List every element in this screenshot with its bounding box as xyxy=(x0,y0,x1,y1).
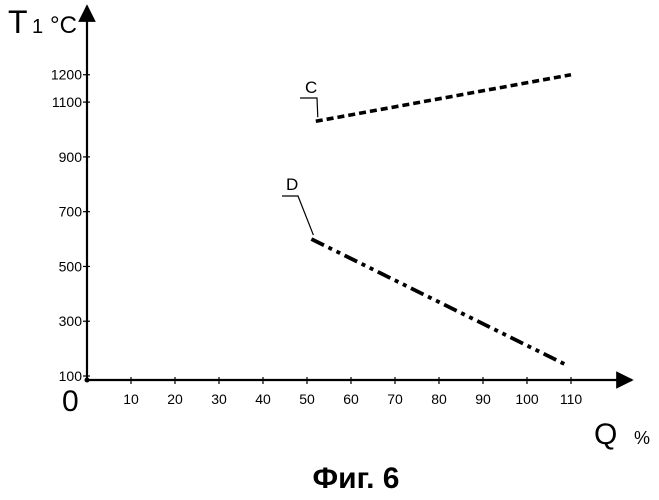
series-label-d: D xyxy=(286,175,298,194)
y-axis-unit: °C xyxy=(50,12,77,39)
x-tick-label: 10 xyxy=(123,391,139,407)
x-tick-label: 70 xyxy=(387,391,403,407)
origin-label: 0 xyxy=(62,385,79,418)
y-tick-label: 900 xyxy=(59,149,83,165)
series-label-leader-d xyxy=(282,196,313,235)
y-tick-label: 700 xyxy=(59,204,83,220)
y-tick-label: 100 xyxy=(59,368,83,384)
x-axis-unit: % xyxy=(634,428,650,448)
series-line-d xyxy=(311,239,566,365)
origin-point xyxy=(85,378,90,383)
x-tick-label: 50 xyxy=(299,391,315,407)
y-tick-label: 300 xyxy=(59,313,83,329)
x-tick-label: 110 xyxy=(560,391,583,407)
figure-caption: Фиг. 6 xyxy=(313,462,400,495)
x-axis-symbol: Q xyxy=(594,418,617,451)
x-tick-label: 40 xyxy=(255,391,271,407)
x-tick-label: 20 xyxy=(167,391,183,407)
series-group: CD xyxy=(282,75,571,365)
y-axis-subscript: 1 xyxy=(32,16,43,38)
series-line-c xyxy=(316,75,571,122)
y-axis-ticks: 100 300 500 700 900 1100 1200 xyxy=(51,67,90,384)
y-axis-symbol: T xyxy=(8,4,28,40)
series-label-c: C xyxy=(305,78,317,97)
y-tick-label: 1100 xyxy=(52,94,82,110)
y-tick-label: 1200 xyxy=(51,67,82,83)
x-axis-ticks: 10 20 30 40 50 60 70 80 90 100 110 xyxy=(123,377,582,407)
x-tick-label: 60 xyxy=(343,391,359,407)
y-tick-label: 500 xyxy=(59,258,83,274)
x-tick-label: 30 xyxy=(211,391,227,407)
x-tick-label: 80 xyxy=(431,391,447,407)
x-tick-label: 90 xyxy=(475,391,491,407)
series-label-leader-c xyxy=(300,98,318,117)
x-tick-label: 100 xyxy=(515,391,539,407)
